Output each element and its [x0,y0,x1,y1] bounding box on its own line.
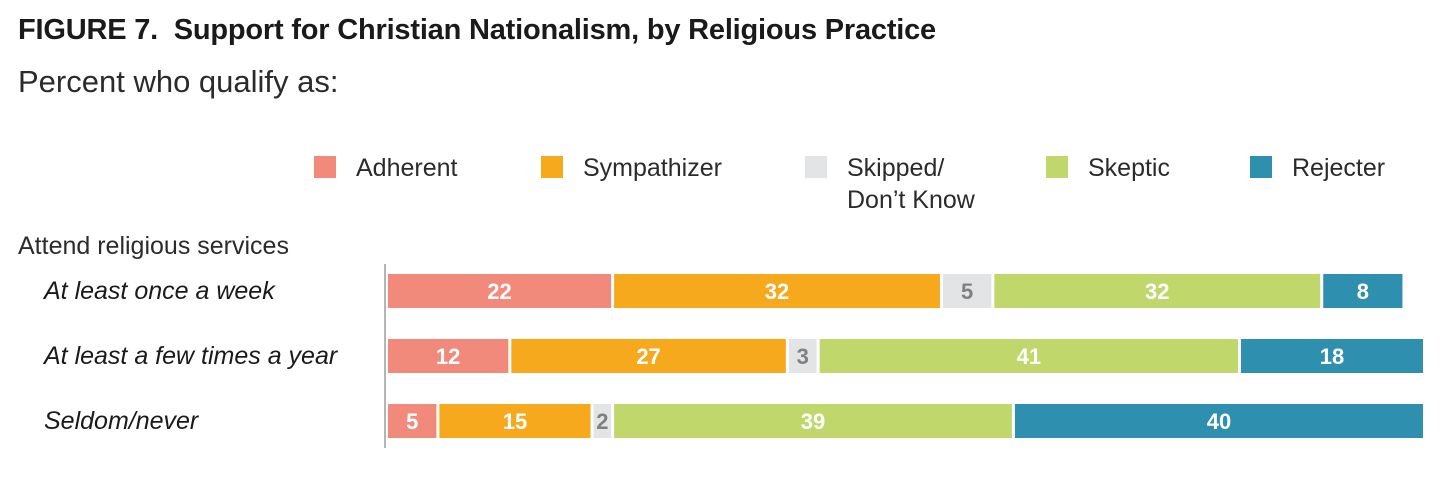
legend-label-skeptic: Skeptic [1088,154,1170,182]
bar-skeptic-row-3 [614,404,1012,438]
data-label-rejecter-row-1: 8 [1357,279,1369,304]
legend-label-sympathizer: Sympathizer [583,154,722,182]
bar-skipped-don-t-know-row-2 [788,339,817,373]
bar-adherent-row-3 [388,404,437,438]
bar-rejecter-row-3 [1014,404,1423,438]
legend-swatch-sympathizer [541,156,563,178]
legend-label-skipped: Skipped/ Don’t Know [847,152,975,216]
group-label: Attend religious services [18,232,289,260]
legend-swatch-rejecter [1250,156,1272,178]
bar-rejecter-row-1 [1323,274,1403,308]
bar-skipped-don-t-know-row-3 [593,404,612,438]
chart-subtitle: Percent who qualify as: [18,64,339,99]
data-label-skeptic-row-3: 39 [801,409,825,434]
bar-adherent-row-2 [388,339,509,373]
row-label-yearly: At least a few times a year [44,342,338,370]
row-label-weekly: At least once a week [44,277,275,305]
data-label-rejecter-row-3: 40 [1207,409,1231,434]
legend-swatch-skipped [805,156,827,178]
data-label-sympathizer-row-1: 32 [765,279,789,304]
data-label-skeptic-row-2: 41 [1017,344,1041,369]
bar-sympathizer-row-1 [614,274,940,308]
data-label-adherent-row-3: 5 [406,409,418,434]
data-label-skipped-don-t-know-row-1: 5 [961,279,973,304]
bar-skipped-don-t-know-row-1 [942,274,992,308]
data-label-skeptic-row-1: 32 [1145,279,1169,304]
bar-sympathizer-row-2 [511,339,786,373]
bar-rejecter-row-2 [1241,339,1423,373]
data-label-sympathizer-row-2: 27 [636,344,660,369]
legend-label-skipped-line-1: Skipped/ [847,154,945,182]
data-label-skipped-don-t-know-row-2: 3 [797,344,809,369]
legend-label-skipped-line-2: Don’t Know [847,186,975,214]
chart-title: FIGURE 7. Support for Christian National… [18,14,936,46]
legend-label-adherent: Adherent [356,154,458,182]
bars-group: 22 32 5 32 8 12 27 3 41 18 5 15 2 39 40 [388,274,1423,438]
row-label-seldom: Seldom/never [44,407,199,435]
data-label-adherent-row-2: 12 [436,344,460,369]
legend-swatch-adherent [314,156,336,178]
data-label-sympathizer-row-3: 15 [503,409,527,434]
bar-sympathizer-row-3 [439,404,591,438]
data-label-rejecter-row-2: 18 [1320,344,1344,369]
legend-label-rejecter: Rejecter [1292,154,1386,182]
bar-adherent-row-1 [388,274,612,308]
bar-skeptic-row-1 [994,274,1321,308]
data-label-skipped-don-t-know-row-3: 2 [596,409,608,434]
bar-skeptic-row-2 [819,339,1239,373]
data-label-adherent-row-1: 22 [487,279,511,304]
legend-swatch-skeptic [1046,156,1068,178]
